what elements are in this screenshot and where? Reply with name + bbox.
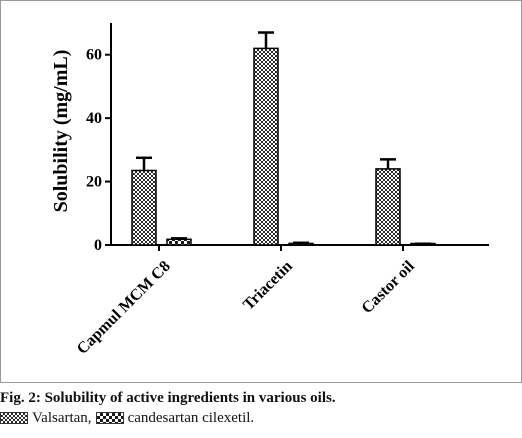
bar-candesartan <box>166 238 192 246</box>
y-axis-label: Solubility (mg/mL) <box>50 50 72 213</box>
caption-legend: Valsartan, candesartan cilexetil. <box>0 408 522 428</box>
x-category-label: Triacetin <box>240 258 296 314</box>
y-tick-label: 0 <box>94 237 102 254</box>
y-tick-label: 40 <box>86 110 102 127</box>
figure-frame: 0 20 40 60 Capmul MCM C8 Triacetin Castor oil … <box>0 0 522 383</box>
x-category-label: Capmul MCM C8 <box>74 258 174 358</box>
labels-layer: 0 20 40 60 Capmul MCM C8 Triacetin Castor oil <box>74 47 418 358</box>
caption-title: Fig. 2: Solubility of active ingredients… <box>0 390 336 406</box>
axes-layer <box>105 23 489 251</box>
bar-valsartan <box>131 169 157 246</box>
legend-label-valsartan: Valsartan, <box>32 410 92 426</box>
y-tick-label: 60 <box>86 47 102 64</box>
bar-candesartan <box>410 242 436 246</box>
legend-label-candesartan: candesartan cilexetil. <box>127 410 255 426</box>
y-tick-label: 20 <box>86 174 102 191</box>
bars-layer <box>131 31 436 246</box>
figure-caption: Fig. 2: Solubility of active ingredients… <box>0 388 522 428</box>
legend-swatch-valsartan <box>0 412 28 424</box>
x-category-label: Castor oil <box>359 257 419 317</box>
bar-valsartan <box>375 168 401 246</box>
legend-swatch-candesartan <box>95 412 124 424</box>
bar-valsartan <box>253 47 279 246</box>
bar-candesartan <box>288 242 314 246</box>
